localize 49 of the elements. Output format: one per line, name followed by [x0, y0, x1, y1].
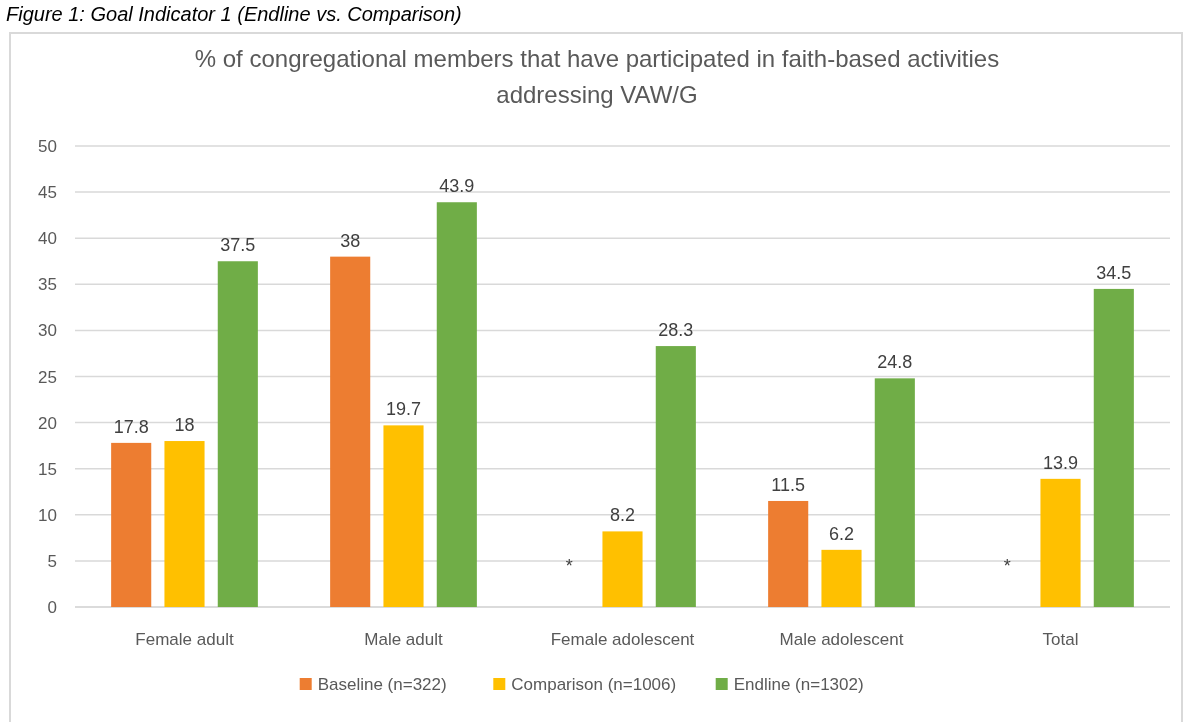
y-tick-label: 35 [38, 275, 57, 295]
data-label: 38 [340, 230, 361, 251]
y-tick-label: 25 [38, 367, 57, 387]
legend-label: Endline (n=1302) [733, 675, 864, 694]
caption: Figure 1: Goal Indicator 1 (Endline vs. Comparison) [6, 3, 462, 25]
bar [655, 346, 696, 607]
text: * [1003, 556, 1011, 576]
bar [821, 549, 862, 607]
bar [602, 531, 643, 607]
bar [164, 441, 205, 607]
legend-label: Baseline (n=322) [317, 675, 447, 694]
data-label: 24.8 [877, 352, 913, 373]
bar [436, 202, 477, 607]
data-label: 17.8 [113, 416, 149, 437]
data-label: 11.5 [771, 474, 806, 495]
y-tick-label: 30 [38, 321, 57, 341]
data-label: 28.3 [658, 320, 694, 341]
data-label: 19.7 [385, 399, 422, 420]
y-tick-label: 15 [38, 459, 57, 479]
legend-label: Comparison (n=1006) [511, 675, 677, 694]
text: * [565, 556, 573, 576]
data-label: 18 [174, 415, 195, 436]
data-label: 37.5 [220, 235, 256, 256]
x-tick-label: Female adult [135, 630, 234, 649]
y-tick-label: 0 [47, 598, 57, 617]
data-label: 43.9 [439, 176, 475, 197]
y-tick-label: 40 [38, 229, 57, 249]
bar [1040, 478, 1081, 607]
bar [1093, 288, 1134, 607]
x-tick-label: Male adolescent [779, 630, 904, 649]
bar [330, 256, 371, 607]
x-tick-label: Male adult [364, 630, 443, 649]
x-tick-label: Female adolescent [550, 630, 695, 649]
bar [217, 261, 258, 607]
y-tick-label: 20 [38, 413, 57, 433]
y-tick-label: 50 [38, 137, 57, 156]
bar [874, 378, 915, 607]
data-label: 34.5 [1096, 262, 1132, 283]
data-label: 8.2 [609, 505, 636, 526]
bar [383, 425, 424, 607]
data-label: 13.9 [1042, 452, 1079, 473]
y-tick-label: 45 [38, 183, 57, 203]
data-label: 6.2 [828, 523, 855, 544]
bar [111, 442, 152, 607]
bar [768, 500, 809, 607]
y-tick-label: 5 [47, 551, 57, 571]
y-tick-label: 10 [38, 505, 57, 525]
chart-title: % of congregational members that have participated in faith-based activities addressing VAW/G [194, 45, 1000, 108]
x-tick-label: Total [1042, 630, 1079, 649]
